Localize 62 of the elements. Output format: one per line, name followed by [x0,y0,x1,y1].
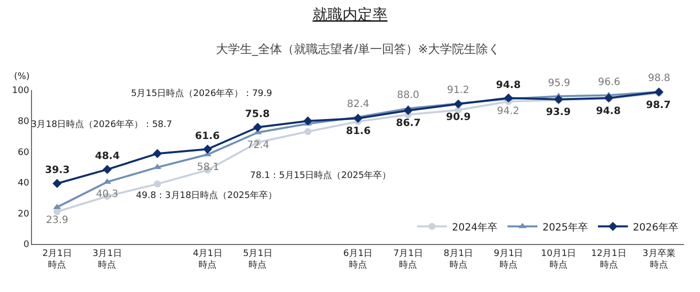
x-tick-label: 2月1日時点 [42,248,72,270]
y-tick-label: 100 [12,86,30,96]
data-label: 96.6 [598,77,620,88]
data-label: 94.8 [496,80,521,91]
y-tick-label: 20 [18,209,30,220]
point [404,106,413,116]
point [52,178,62,188]
legend-label: 2025年卒 [542,221,588,234]
data-label: 58.1 [197,162,220,173]
y-tick-label: 40 [18,178,30,189]
point [154,180,161,188]
data-label: 94.8 [596,106,621,117]
data-label: 75.8 [245,109,270,120]
data-label: 93.9 [546,107,571,118]
x-tick-label: 8月1日時点 [444,248,474,270]
data-label: 81.6 [346,126,371,137]
data-label: 90.9 [446,112,471,123]
x-tick-label: 9月1日時点 [494,248,524,270]
point [353,114,363,123]
data-label: 94.2 [497,106,520,117]
point [654,87,664,97]
y-tick-label: 60 [18,148,30,158]
point [303,116,312,126]
data-label: 98.8 [648,73,670,84]
legend-label: 2026年卒 [632,221,678,234]
point [54,208,61,216]
y-axis-title: (%) [14,72,30,82]
data-label: 82.4 [347,99,370,110]
data-label: 23.9 [46,215,68,226]
point [102,164,112,174]
legend-label: 2024年卒 [452,221,498,234]
y-tick-label: 0 [23,240,30,250]
chart-title: 就職内定率 [312,5,388,24]
data-label: 48.4 [95,151,120,162]
data-label: 86.7 [396,118,421,129]
data-label: 39.3 [45,165,70,176]
x-tick-label: 4月1日時点 [192,248,222,270]
point [454,99,463,109]
x-tick-label: 6月1日時点 [343,248,373,270]
point [304,128,312,136]
point [103,178,112,184]
x-tick-label: 7月1日時点 [393,248,423,270]
annotation: 5月15日時点（2026年卒）：79.9 [131,88,272,99]
data-label: 72.4 [247,140,270,151]
point [152,149,162,158]
chart-subtitle: 大学生_全体（就職志望者/単一回答）※大学院生除く [216,42,500,56]
data-label: 61.6 [195,131,220,142]
x-tick-label: 3月1日時点 [92,248,122,270]
data-label: 40.3 [96,189,118,200]
data-label: 88.0 [397,90,420,101]
x-tick-label: 3月卒業時点 [642,248,676,270]
annotation: 49.8：3月18日時点（2025年卒） [136,190,278,201]
x-tick-label: 5月1日時点 [242,248,272,270]
point [202,144,212,154]
data-label: 91.2 [447,85,470,96]
y-tick-label: 80 [18,116,30,127]
point [253,122,262,132]
x-tick-label: 12月1日時点 [591,248,626,270]
annotation: 78.1：5月15日時点（2025年卒） [250,170,392,181]
x-tick-label: 10月1日時点 [541,248,576,270]
data-label: 98.7 [646,100,671,111]
data-label: 95.9 [548,78,570,89]
